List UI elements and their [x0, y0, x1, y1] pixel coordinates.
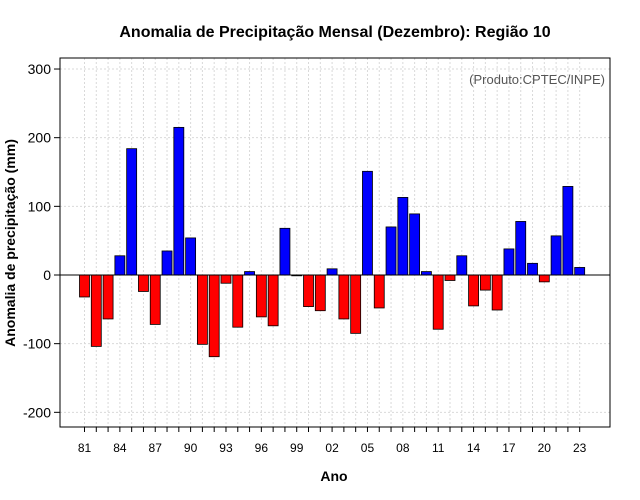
- bar-1985: [126, 148, 138, 276]
- x-tick-label: 08: [396, 441, 410, 455]
- x-tick-label: 14: [467, 441, 481, 455]
- bar-1992: [208, 274, 220, 358]
- bar-2006: [373, 274, 385, 309]
- bar-1990: [185, 237, 197, 276]
- bar-2013: [456, 255, 468, 276]
- bar-2016: [491, 274, 503, 311]
- bar-2002: [326, 268, 338, 276]
- bar-1987: [149, 274, 161, 325]
- x-tick-label: 87: [149, 441, 163, 455]
- bar-2009: [409, 213, 421, 276]
- bar-2011: [432, 274, 444, 330]
- y-axis: -200 -100 0 100 200 300: [23, 61, 60, 420]
- x-tick-label: 81: [78, 441, 92, 455]
- bar-2004: [350, 274, 362, 334]
- bar-1983: [102, 274, 114, 320]
- bar-1981: [79, 274, 90, 298]
- y-tick-label: 100: [28, 198, 52, 214]
- x-tick-label: 90: [184, 441, 198, 455]
- bar-1993: [220, 274, 232, 284]
- y-tick-label: 200: [28, 130, 52, 146]
- bar-2021: [550, 235, 562, 276]
- y-tick-label: 300: [28, 61, 52, 77]
- x-axis: 81 84 87 90 93 96 99 02 05 08 11 14 17 20 23: [78, 427, 587, 455]
- bar-2010: [421, 271, 432, 276]
- bar-2000: [303, 274, 314, 307]
- x-tick-label: 20: [538, 441, 552, 455]
- bar-2014: [468, 274, 479, 307]
- bar-2018: [515, 221, 527, 276]
- bar-2020: [538, 274, 550, 283]
- x-axis-label: Ano: [320, 468, 347, 484]
- source-note: (Produto:CPTEC/INPE): [469, 72, 605, 87]
- bar-1994: [232, 274, 244, 328]
- bar-2001: [314, 274, 326, 312]
- y-tick-label: 0: [43, 267, 51, 283]
- bar-2017: [503, 248, 515, 276]
- x-tick-label: 11: [432, 441, 445, 455]
- x-tick-label: 17: [502, 441, 516, 455]
- x-tick-label: 93: [219, 441, 233, 455]
- bar-1982: [90, 274, 102, 347]
- bar-1998: [279, 227, 291, 276]
- bar-1988: [161, 250, 173, 276]
- x-tick-label: 02: [325, 441, 339, 455]
- x-tick-label: 96: [255, 441, 269, 455]
- chart-title: Anomalia de Precipitação Mensal (Dezembr…: [119, 24, 550, 41]
- bar-2015: [479, 274, 491, 291]
- y-tick-label: -100: [23, 336, 51, 352]
- bar-2005: [362, 170, 373, 276]
- bar-1989: [173, 126, 185, 276]
- x-tick-label: 05: [361, 441, 375, 455]
- gridlines: [60, 58, 610, 427]
- bar-1997: [267, 274, 279, 327]
- plot-frame: [59, 57, 611, 428]
- x-tick-label: 99: [290, 441, 304, 455]
- bar-2007: [385, 226, 397, 276]
- bar-2022: [562, 186, 574, 276]
- y-tick-label: -200: [23, 404, 51, 420]
- bar-1984: [114, 255, 126, 276]
- bar-2008: [397, 197, 409, 276]
- bar-1991: [196, 274, 208, 345]
- bar-2019: [527, 262, 538, 276]
- x-tick-label: 84: [113, 441, 127, 455]
- x-tick-label: 23: [573, 441, 587, 455]
- bar-1996: [255, 274, 267, 318]
- bar-2003: [338, 274, 350, 320]
- bar-1986: [138, 274, 149, 292]
- bars: [79, 126, 586, 358]
- bar-2023: [574, 267, 586, 276]
- y-axis-label: Anomalia de precipitação (mm): [2, 139, 18, 347]
- bar-1995: [244, 271, 255, 276]
- bar-2012: [444, 274, 456, 281]
